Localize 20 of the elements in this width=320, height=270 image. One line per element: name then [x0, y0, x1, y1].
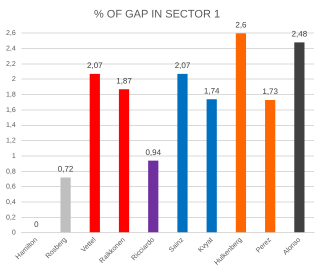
data-label: 1,74 [204, 86, 220, 96]
data-label: 0,72 [58, 164, 74, 174]
bar [118, 89, 130, 232]
data-label: 2,07 [87, 61, 104, 70]
bar [148, 160, 158, 232]
bar [294, 42, 304, 232]
data-label: 1,73 [262, 87, 278, 96]
data-label: 2,07 [174, 61, 191, 70]
bar [206, 99, 217, 232]
bar [236, 33, 246, 232]
bar [90, 74, 100, 232]
data-label: 1,87 [116, 76, 132, 86]
bar [60, 177, 71, 232]
data-label: 2,48 [292, 30, 308, 39]
bar [265, 100, 276, 232]
bar [177, 74, 188, 232]
data-label: 0,94 [145, 148, 162, 157]
data-label: 0 [34, 220, 40, 229]
chart-title: % OF GAP IN SECTOR 1 [94, 8, 220, 21]
data-label: 2,6 [235, 20, 248, 30]
